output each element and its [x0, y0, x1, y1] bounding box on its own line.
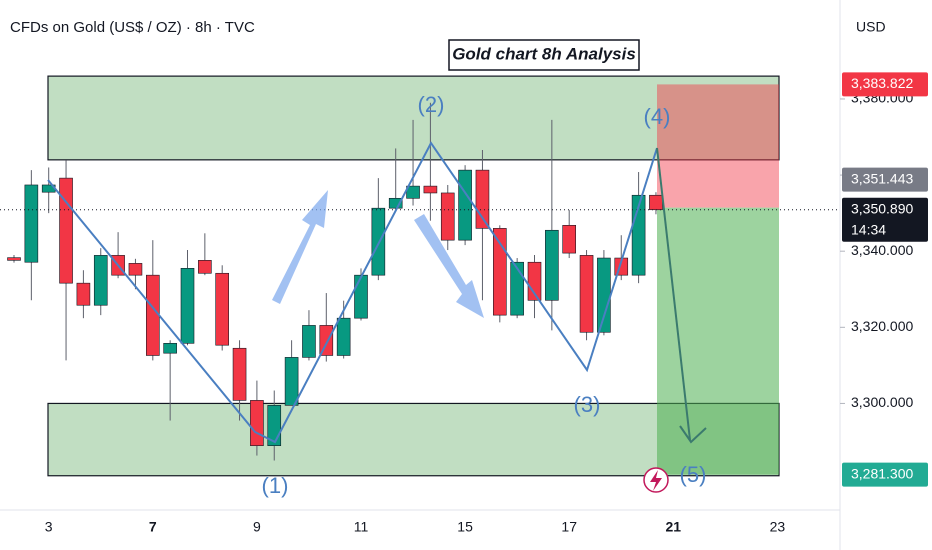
x-tick-label: 3: [45, 519, 53, 535]
x-tick-label: 15: [457, 519, 473, 535]
up-arrow: [272, 190, 328, 304]
wave-label: (5): [680, 462, 707, 487]
candle-body: [406, 185, 420, 199]
candle-body: [198, 260, 212, 274]
candle-body: [371, 207, 386, 276]
candle-body: [93, 255, 108, 306]
price-label-box: [842, 167, 928, 192]
currency-label: USD: [856, 19, 886, 35]
candle-body: [250, 400, 264, 446]
candle-body: [232, 347, 247, 401]
price-label: 3,281.300: [851, 465, 913, 481]
subtitle-box: [448, 39, 640, 71]
candle-body: [336, 317, 351, 356]
target-area: [657, 207, 779, 475]
wave-line: [47, 141, 658, 444]
candle-body: [458, 169, 472, 241]
chart-subtitle: Gold chart 8h Analysis: [452, 44, 636, 63]
projection-arrow: [656, 147, 691, 441]
price-label: 3,351.443: [851, 170, 913, 186]
wave-label: (3): [574, 392, 601, 417]
price-label-box: [842, 72, 928, 97]
candle-body: [180, 268, 195, 344]
candle-body: [128, 263, 143, 276]
stop-area: [657, 84, 779, 208]
wave-label: (1): [262, 473, 289, 498]
candle-body: [76, 282, 91, 306]
candle-body: [388, 197, 403, 209]
x-tick-label: 23: [770, 519, 786, 535]
candle-body: [302, 325, 316, 358]
candle-body: [59, 177, 73, 284]
candle-body: [492, 228, 507, 316]
candle-body: [510, 261, 524, 316]
arrow-head: [679, 425, 707, 444]
candle-body: [545, 229, 559, 301]
candle-body: [423, 185, 438, 194]
axis-layer: 3,300.0003,320.0003,340.0003,360.0003,38…: [45, 72, 928, 535]
x-tick-label: 21: [666, 519, 682, 535]
candle-body: [284, 357, 299, 406]
wave-layer: (1) (2) (3) (4) (5): [47, 92, 707, 498]
price-label: 3,350.890: [851, 200, 913, 216]
wave-label: (4): [644, 104, 671, 129]
price-label-box: [842, 462, 928, 487]
candle-body: [7, 257, 21, 261]
candle-body: [527, 261, 542, 301]
event-icon-bolt: [650, 470, 662, 491]
x-tick-label: 11: [354, 519, 369, 535]
candle-body: [597, 257, 611, 333]
candle-body: [146, 274, 160, 356]
countdown: 14:34: [851, 221, 886, 237]
candle-body: [440, 192, 455, 241]
x-tick-label: 7: [149, 519, 157, 535]
candle-body: [649, 194, 663, 211]
y-tick-label: 3,300.000: [851, 394, 913, 410]
candle-body: [24, 184, 39, 263]
chart-title: CFDs on Gold (US$ / OZ) · 8h · TVC: [10, 19, 255, 36]
price-label: 3,383.822: [851, 75, 913, 91]
candle-body: [163, 342, 177, 354]
y-tick-label: 3,340.000: [851, 242, 913, 258]
down-arrow: [414, 214, 484, 318]
wave-label: (2): [418, 92, 445, 117]
x-tick-label: 17: [561, 519, 577, 535]
candle-body: [562, 225, 577, 254]
candle-body: [579, 255, 594, 333]
x-tick-label: 9: [253, 519, 261, 535]
candle-body: [215, 272, 229, 346]
y-tick-label: 3,320.000: [851, 318, 913, 334]
price-label-box: [842, 197, 928, 242]
candle-body: [354, 274, 368, 319]
